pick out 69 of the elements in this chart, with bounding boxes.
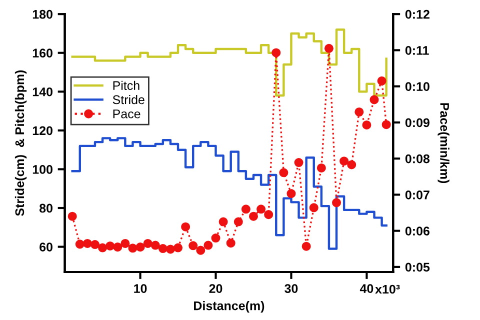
point <box>234 217 243 226</box>
point <box>316 163 326 172</box>
point <box>264 210 274 220</box>
legend-label: Pace <box>113 110 140 118</box>
point <box>362 120 372 130</box>
point <box>90 240 100 250</box>
point <box>370 95 379 104</box>
y-tick-label: 80 <box>39 204 52 213</box>
point <box>256 204 266 214</box>
point <box>272 48 281 58</box>
point <box>98 243 108 252</box>
point <box>158 244 168 254</box>
x-tick-label: 40 <box>360 284 374 293</box>
legend-label: Pitch <box>113 80 140 90</box>
y-tick-label: 120 <box>32 126 52 136</box>
point <box>68 212 77 221</box>
y-tick-label: 140 <box>32 87 52 96</box>
x-tick-label: 30 <box>284 284 298 294</box>
point <box>150 240 160 250</box>
point <box>196 246 206 255</box>
point <box>286 189 296 198</box>
y2-tick-label: 0:06 <box>405 226 430 236</box>
point <box>181 222 190 232</box>
point <box>226 238 236 248</box>
x-axis-title: Distance(m) <box>194 301 264 313</box>
point <box>302 242 311 251</box>
legend-label: Stride <box>112 94 144 104</box>
point <box>120 238 130 248</box>
point <box>382 120 391 130</box>
point <box>75 240 84 249</box>
y-axis-title: Stride(cm) & Pitch(bpm) <box>14 70 27 216</box>
point <box>166 244 175 254</box>
x-tick-label: 20 <box>209 284 222 293</box>
y2-tick-label: 0:12 <box>405 10 430 19</box>
point <box>340 156 349 166</box>
point <box>174 243 183 252</box>
y2-tick-label: 0:08 <box>405 154 430 164</box>
point <box>347 160 356 170</box>
point <box>294 158 304 168</box>
y2-tick-label: 0:07 <box>405 190 430 200</box>
point <box>204 240 213 250</box>
y2-tick-label: 0:09 <box>405 118 430 128</box>
point <box>279 168 288 178</box>
y-tick-label: 180 <box>32 10 52 19</box>
point <box>113 242 122 252</box>
point <box>143 238 152 248</box>
y-tick-label: 160 <box>32 48 52 58</box>
y-tick-label: 60 <box>40 242 52 252</box>
point <box>377 76 386 86</box>
y2-tick-label: 0:05 <box>405 262 430 272</box>
point <box>241 204 250 214</box>
point <box>309 203 318 212</box>
y-tick-label: 100 <box>32 165 52 174</box>
x-tick-label: 10 <box>134 284 147 293</box>
point <box>218 217 228 226</box>
point <box>82 238 92 248</box>
point <box>332 198 342 208</box>
point <box>136 242 145 252</box>
y2-axis-title: Pace(min/km) <box>438 103 450 184</box>
y2-tick-label: 0:11 <box>405 46 429 55</box>
point <box>106 241 115 251</box>
point <box>188 241 198 250</box>
point <box>248 212 258 221</box>
text: x10³ <box>375 284 400 294</box>
point <box>211 234 220 243</box>
point <box>354 107 364 116</box>
y2-tick-label: 0:10 <box>405 82 430 91</box>
point <box>324 44 334 53</box>
point <box>128 244 138 253</box>
